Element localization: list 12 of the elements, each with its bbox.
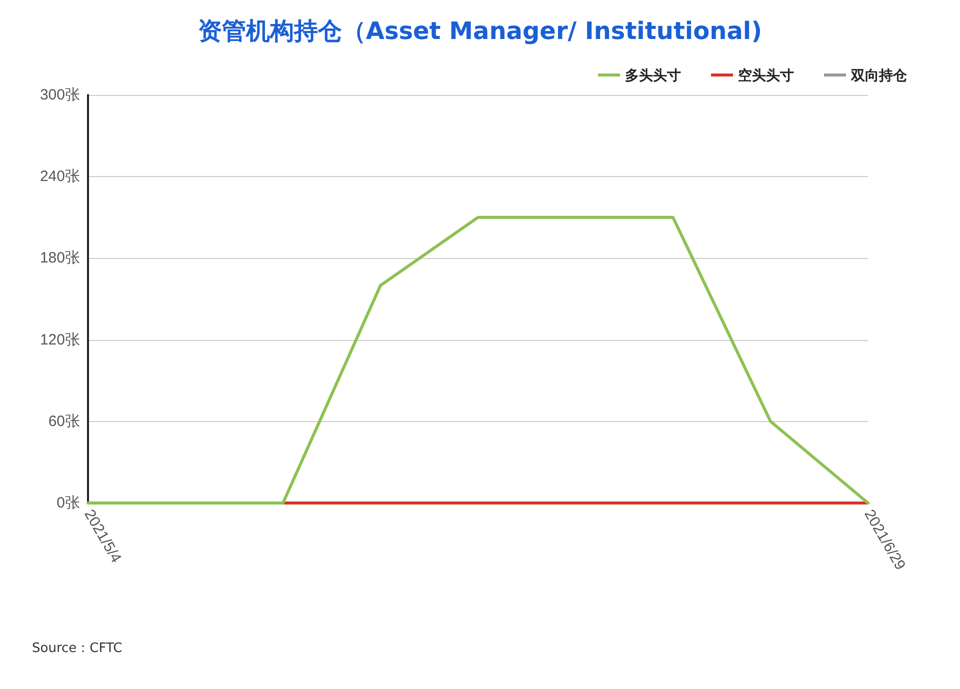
legend-label: 多头头寸 (625, 67, 681, 83)
chart-title: 资管机构持仓（Asset Manager/ Institutional) (198, 17, 762, 45)
y-tick-label: 240张 (40, 168, 80, 186)
legend-label: 空头头寸 (738, 67, 794, 83)
y-tick-label: 300张 (40, 86, 80, 104)
y-tick-label: 120张 (40, 331, 80, 348)
y-tick-label: 180张 (40, 250, 80, 267)
y-tick-label: 60张 (48, 412, 80, 430)
legend-label: 双向持仓 (850, 67, 908, 83)
source-note: Source：CFTC (32, 641, 122, 656)
y-tick-label: 0张 (56, 494, 80, 512)
line-series (86, 216, 870, 504)
